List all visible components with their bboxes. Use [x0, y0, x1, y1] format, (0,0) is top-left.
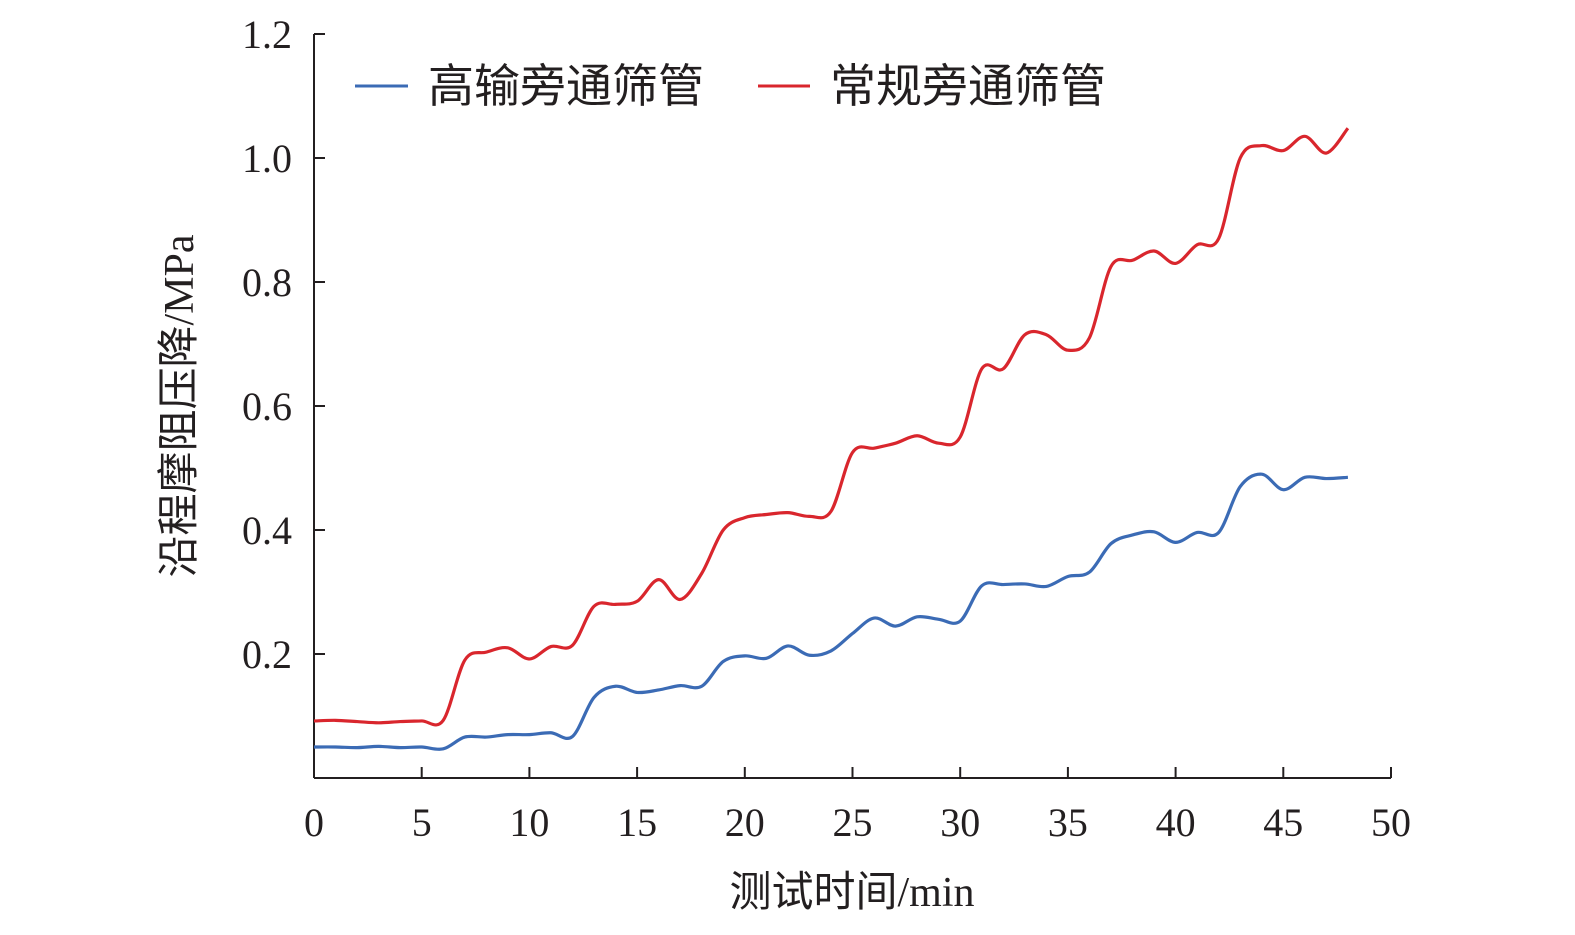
x-tick-label: 25	[833, 800, 873, 845]
tick-labels: 0 5 10 15 20 25 30 35 40 45 50 0.2 0.4 0.6 0.8 1.0 1.2	[242, 12, 1411, 845]
x-tick-label: 40	[1156, 800, 1196, 845]
y-tick-label: 0.8	[242, 260, 292, 305]
x-axis-title: 测试时间/min	[729, 870, 974, 916]
series-line-2	[313, 127, 1350, 727]
x-tick-label: 30	[940, 800, 980, 845]
y-tick-label: 0.6	[242, 384, 292, 429]
legend: 高输旁通筛管 常规旁通筛管	[355, 61, 1106, 112]
x-tick-label: 45	[1263, 800, 1303, 845]
series-line-1	[313, 472, 1349, 751]
x-tick-label: 15	[617, 800, 657, 845]
legend-label-series-2: 常规旁通筛管	[830, 61, 1106, 112]
y-tick-label: 1.0	[242, 136, 292, 181]
x-tick-label: 50	[1371, 800, 1411, 845]
x-tick-label: 20	[725, 800, 765, 845]
x-tick-label: 0	[304, 800, 324, 845]
x-tick-label: 10	[509, 800, 549, 845]
x-tick-label: 5	[412, 800, 432, 845]
series-lines	[313, 127, 1350, 751]
y-tick-label: 1.2	[242, 12, 292, 57]
y-axis-title: 沿程摩阻压降/MPa	[156, 234, 203, 577]
legend-label-series-1: 高输旁通筛管	[428, 61, 704, 112]
axes	[313, 33, 1392, 779]
x-tick-label: 35	[1048, 800, 1088, 845]
y-tick-label: 0.2	[242, 632, 292, 677]
y-tick-label: 0.4	[242, 508, 292, 553]
